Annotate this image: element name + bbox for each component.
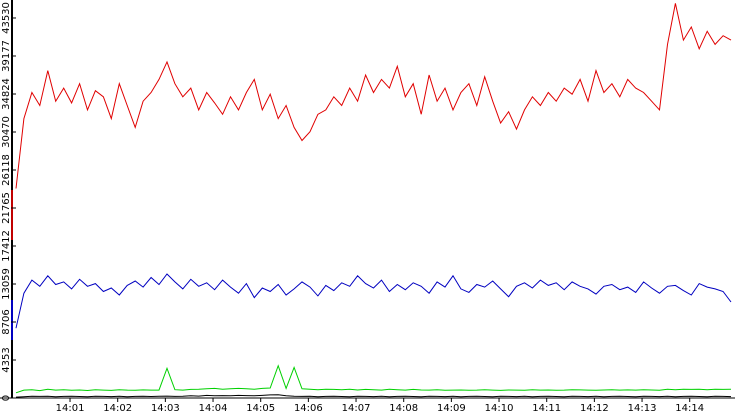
x-tick-label: 14:10 (485, 403, 514, 414)
x-tick-label: 14:12 (580, 403, 609, 414)
series-line (15, 394, 732, 398)
x-tick-label: 14:01 (56, 403, 85, 414)
x-tick-label: 14:11 (532, 403, 561, 414)
x-tick-label: 14:02 (103, 403, 132, 414)
y-label-band (0, 0, 11, 398)
x-tick-label: 14:07 (342, 403, 371, 414)
y-tick-label: 13059 (1, 268, 12, 300)
x-tick-label: 14:05 (246, 403, 275, 414)
x-tick-label: 14:14 (675, 403, 704, 414)
y-tick-label: 21765 (1, 192, 12, 224)
y-tick-label: 8706 (1, 309, 12, 334)
series-line (15, 3, 732, 189)
y-tick-label: 0 (1, 395, 12, 401)
series-line (15, 273, 732, 329)
y-tick-label: 34824 (1, 78, 12, 110)
y-tick-label: 39177 (1, 40, 12, 72)
y-tick-label: 17412 (1, 230, 12, 262)
y-tick-label: 26118 (1, 154, 12, 186)
y-tick-label: 4353 (1, 347, 12, 372)
x-tick-label: 14:06 (294, 403, 323, 414)
x-tick-label: 14:09 (437, 403, 466, 414)
x-tick-label: 14:04 (199, 403, 228, 414)
series-line (15, 364, 732, 394)
x-tick-label: 14:03 (151, 403, 180, 414)
x-tick-label: 14:13 (628, 403, 657, 414)
y-tick-label: 30470 (1, 116, 12, 148)
x-tick-label: 14:08 (389, 403, 418, 414)
y-tick-label: 43530 (1, 2, 12, 34)
